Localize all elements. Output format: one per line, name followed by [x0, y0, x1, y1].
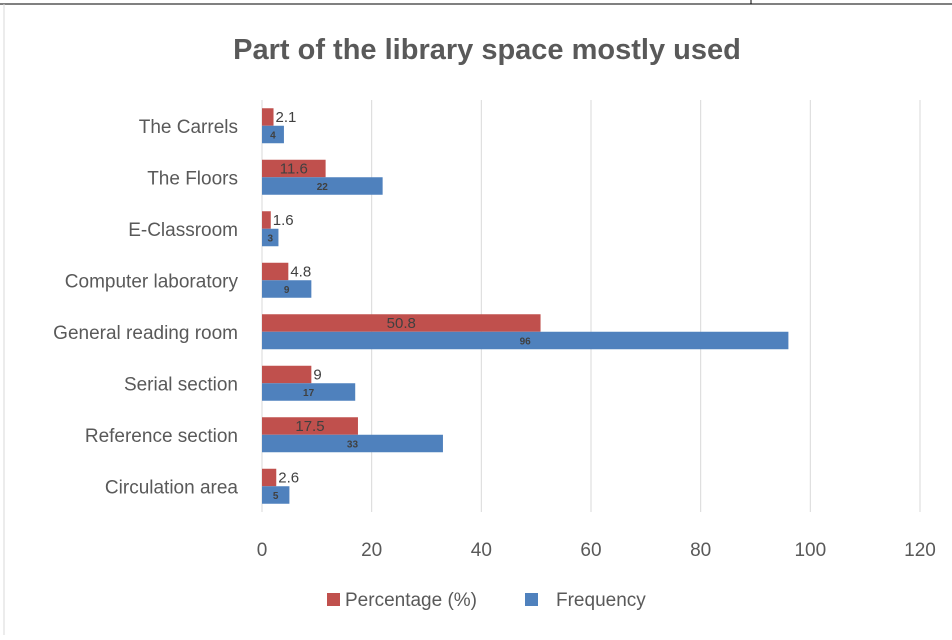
- x-tick-label: 80: [690, 540, 711, 561]
- bar-percentage: [262, 468, 277, 487]
- legend: Percentage (%) Frequency: [327, 590, 646, 611]
- category-label: Reference section: [85, 426, 238, 447]
- x-tick-label: 100: [794, 540, 826, 561]
- category-label: Computer laboratory: [65, 271, 239, 292]
- data-label-frequency: 3: [267, 234, 273, 245]
- data-label-frequency: 96: [520, 337, 532, 348]
- bar-frequency: [262, 383, 356, 401]
- x-tick-labels: 0 20 40 60 80 100 120: [257, 540, 936, 561]
- category-label: The Carrels: [139, 117, 238, 138]
- data-label-frequency: 5: [273, 491, 279, 502]
- bars-group: [262, 108, 789, 504]
- data-label-percentage: 1.6: [273, 212, 294, 229]
- bar-percentage: [262, 417, 358, 435]
- bar-frequency: [262, 228, 279, 247]
- bar-percentage: [262, 159, 326, 178]
- category-label: Serial section: [124, 374, 238, 395]
- category-label: Circulation area: [105, 477, 238, 498]
- legend-swatch: [525, 593, 538, 606]
- data-label-frequency: 9: [284, 285, 290, 296]
- data-label-frequency: 22: [317, 182, 329, 193]
- x-tick-label: 40: [471, 540, 492, 561]
- data-label-percentage: 2.6: [278, 470, 299, 487]
- bar-frequency: [262, 125, 284, 144]
- category-label: The Floors: [147, 168, 238, 189]
- legend-label: Percentage (%): [345, 590, 477, 611]
- data-label-percentage: 2.1: [276, 109, 297, 126]
- data-label-frequency: 33: [347, 440, 359, 451]
- legend-label: Frequency: [556, 590, 646, 611]
- x-tick-label: 60: [580, 540, 601, 561]
- bar-percentage: [262, 211, 271, 229]
- category-label: E-Classroom: [128, 220, 238, 241]
- bar-frequency: [262, 177, 383, 195]
- legend-swatch: [327, 593, 340, 606]
- data-label-percentage: 4.8: [290, 264, 311, 281]
- data-label-frequency: 4: [270, 131, 276, 142]
- bar-frequency: [262, 280, 312, 298]
- bar-percentage: [262, 365, 312, 384]
- x-tick-label: 20: [361, 540, 382, 561]
- bar-frequency: [262, 434, 443, 453]
- x-tick-label: 0: [257, 540, 268, 561]
- bar-percentage: [262, 314, 541, 332]
- data-label-frequency: 17: [303, 388, 315, 399]
- data-label-percentage: 11.6: [280, 161, 308, 178]
- data-label-percentage: 17.5: [295, 418, 324, 435]
- data-label-percentage: 9: [313, 367, 321, 384]
- bar-frequency: [262, 331, 789, 350]
- category-labels: Circulation area Reference section Serial …: [53, 117, 238, 499]
- bar-frequency: [262, 486, 290, 504]
- category-label: General reading room: [53, 323, 238, 344]
- data-label-percentage: 50.8: [387, 315, 416, 332]
- chart-title: Part of the library space mostly used: [233, 34, 741, 66]
- bar-percentage: [262, 108, 274, 126]
- bar-percentage: [262, 262, 289, 281]
- x-tick-label: 120: [904, 540, 936, 561]
